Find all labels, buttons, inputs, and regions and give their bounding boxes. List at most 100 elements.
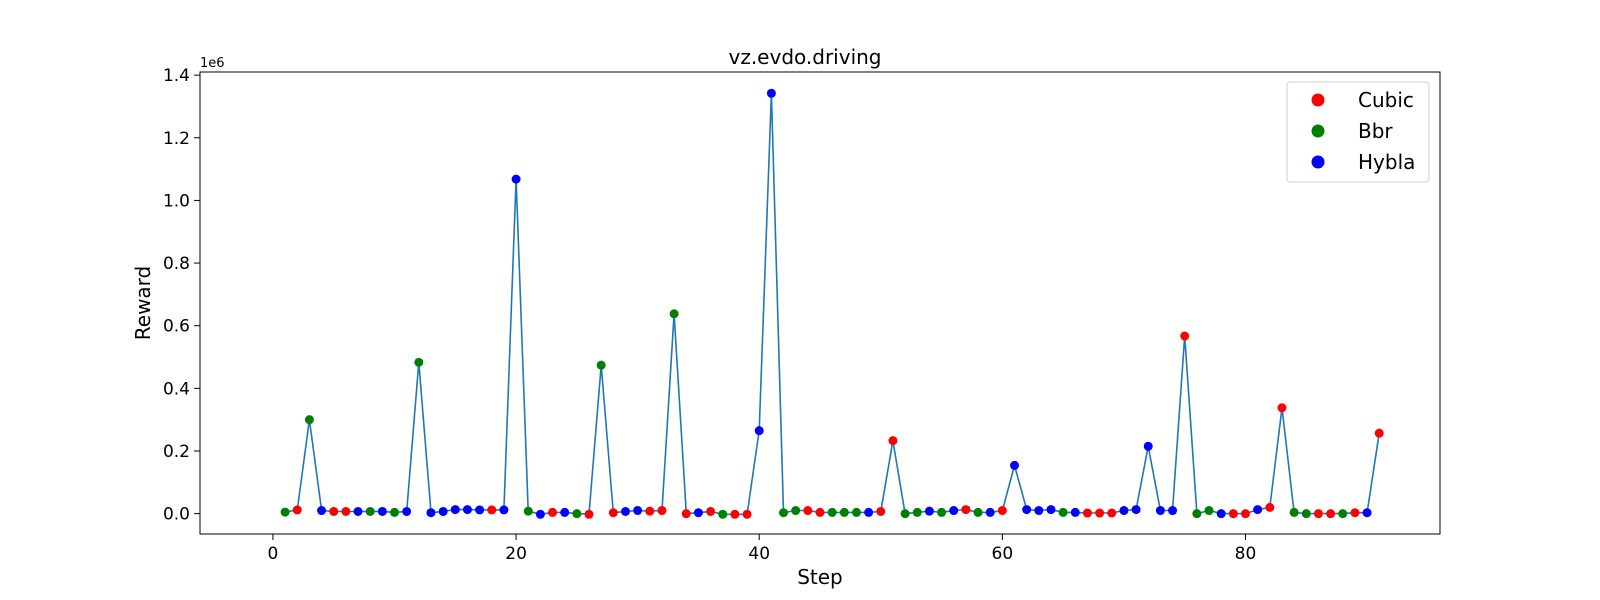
data-point-hybla bbox=[353, 506, 363, 516]
data-point-bbr bbox=[304, 415, 314, 425]
data-point-cubic bbox=[742, 509, 752, 519]
data-point-hybla bbox=[535, 509, 545, 519]
data-point-hybla bbox=[633, 506, 643, 516]
y-tick-label: 1.4 bbox=[163, 66, 190, 86]
data-point-cubic bbox=[1240, 509, 1250, 519]
data-point-cubic bbox=[645, 506, 655, 516]
data-point-bbr bbox=[718, 509, 728, 519]
y-tick-label: 0.8 bbox=[163, 254, 190, 274]
data-point-cubic bbox=[1374, 428, 1384, 438]
legend-label-bbr: Bbr bbox=[1358, 119, 1393, 143]
data-point-cubic bbox=[608, 508, 618, 518]
legend-box bbox=[1286, 81, 1430, 183]
data-point-cubic bbox=[1265, 502, 1275, 512]
legend-marker-cubic bbox=[1311, 93, 1325, 107]
plot-frame bbox=[199, 71, 1441, 535]
data-point-cubic bbox=[292, 505, 302, 515]
data-point-hybla bbox=[475, 505, 485, 515]
data-point-hybla bbox=[754, 426, 764, 436]
data-point-hybla bbox=[377, 506, 387, 516]
data-point-hybla bbox=[1253, 505, 1263, 515]
data-point-bbr bbox=[1058, 507, 1068, 517]
data-point-hybla bbox=[1034, 506, 1044, 516]
data-point-cubic bbox=[341, 506, 351, 516]
data-point-hybla bbox=[462, 505, 472, 515]
legend-label-cubic: Cubic bbox=[1358, 88, 1414, 112]
x-tick-label: 60 bbox=[992, 544, 1014, 564]
data-point-bbr bbox=[414, 357, 424, 367]
data-point-hybla bbox=[620, 506, 630, 516]
data-point-hybla bbox=[949, 506, 959, 516]
data-point-cubic bbox=[1082, 508, 1092, 518]
y-axis-title: Reward bbox=[131, 266, 155, 340]
data-point-hybla bbox=[450, 505, 460, 515]
data-point-hybla bbox=[1022, 505, 1032, 515]
data-point-cubic bbox=[730, 509, 740, 519]
data-point-hybla bbox=[924, 506, 934, 516]
data-point-cubic bbox=[961, 505, 971, 515]
y-tick-label: 0.0 bbox=[163, 505, 190, 525]
x-tick-label: 80 bbox=[1235, 544, 1257, 564]
data-point-bbr bbox=[1289, 507, 1299, 517]
data-point-cubic bbox=[1350, 508, 1360, 518]
x-tick-label: 0 bbox=[268, 544, 279, 564]
data-point-bbr bbox=[523, 506, 533, 516]
x-tick-label: 20 bbox=[505, 544, 527, 564]
data-point-cubic bbox=[1180, 331, 1190, 341]
data-point-hybla bbox=[1046, 505, 1056, 515]
data-point-hybla bbox=[1216, 509, 1226, 519]
data-point-hybla bbox=[511, 174, 521, 184]
data-point-cubic bbox=[1107, 508, 1117, 518]
legend: Cubic Bbr Hybla bbox=[1286, 81, 1430, 183]
data-point-cubic bbox=[706, 506, 716, 516]
data-point-bbr bbox=[779, 508, 789, 518]
y-tick-label: 0.4 bbox=[163, 379, 190, 399]
data-point-bbr bbox=[912, 507, 922, 517]
x-tick-label: 40 bbox=[748, 544, 770, 564]
legend-marker-hybla bbox=[1311, 155, 1325, 169]
data-point-bbr bbox=[937, 507, 947, 517]
data-point-bbr bbox=[791, 506, 801, 516]
data-point-hybla bbox=[402, 506, 412, 516]
data-point-bbr bbox=[390, 507, 400, 517]
data-point-cubic bbox=[1277, 403, 1287, 413]
y-axis-offset-label: 1e6 bbox=[200, 56, 225, 71]
data-point-bbr bbox=[839, 507, 849, 517]
data-point-cubic bbox=[487, 505, 497, 515]
data-point-bbr bbox=[900, 509, 910, 519]
data-point-hybla bbox=[560, 507, 570, 517]
data-point-hybla bbox=[1143, 441, 1153, 451]
data-point-cubic bbox=[329, 506, 339, 516]
data-point-cubic bbox=[997, 506, 1007, 516]
data-point-cubic bbox=[888, 436, 898, 446]
y-axis: 0.0 0.2 0.4 0.6 0.8 1.0 1.2 1.4 bbox=[163, 66, 200, 525]
data-point-bbr bbox=[1301, 509, 1311, 519]
data-point-bbr bbox=[572, 509, 582, 519]
data-point-hybla bbox=[766, 88, 776, 98]
reward-points bbox=[280, 88, 1384, 519]
data-point-cubic bbox=[1095, 508, 1105, 518]
plot-area: 0 20 40 60 80 0.0 0.2 0.4 0.6 0.8 1.0 1.2 1.4 bbox=[163, 66, 1441, 564]
data-point-cubic bbox=[1326, 509, 1336, 519]
data-point-bbr bbox=[1204, 506, 1214, 516]
data-point-cubic bbox=[548, 507, 558, 517]
data-point-cubic bbox=[681, 509, 691, 519]
y-tick-label: 0.2 bbox=[163, 442, 190, 462]
data-point-hybla bbox=[864, 507, 874, 517]
data-point-bbr bbox=[669, 309, 679, 319]
data-point-hybla bbox=[1155, 506, 1165, 516]
data-point-hybla bbox=[426, 508, 436, 518]
data-point-hybla bbox=[1362, 508, 1372, 518]
data-point-hybla bbox=[1010, 460, 1020, 470]
data-point-hybla bbox=[438, 506, 448, 516]
data-point-bbr bbox=[851, 507, 861, 517]
data-point-cubic bbox=[584, 509, 594, 519]
x-axis: 0 20 40 60 80 bbox=[268, 534, 1257, 564]
y-tick-label: 0.6 bbox=[163, 317, 190, 337]
data-point-cubic bbox=[1313, 509, 1323, 519]
data-point-hybla bbox=[693, 508, 703, 518]
data-point-bbr bbox=[1338, 509, 1348, 519]
data-point-hybla bbox=[499, 505, 509, 515]
data-point-bbr bbox=[827, 507, 837, 517]
